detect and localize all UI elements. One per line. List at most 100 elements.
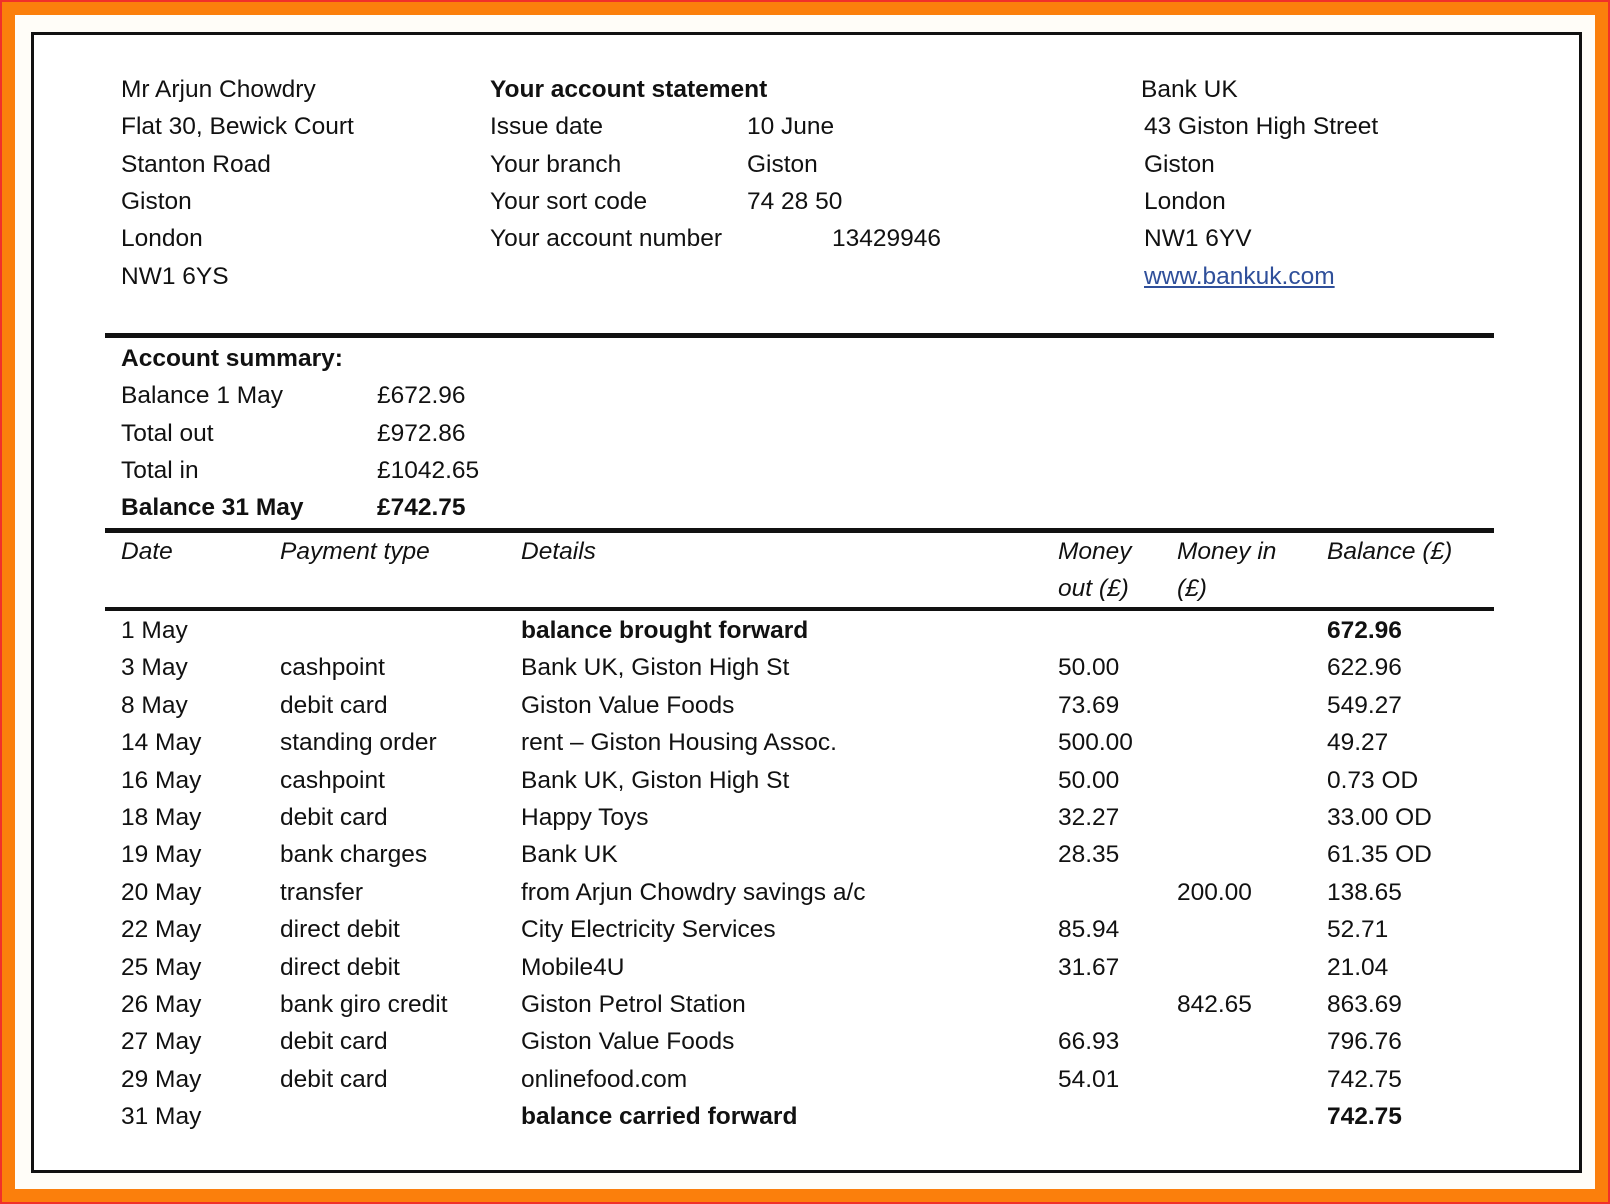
transaction-details: balance carried forward <box>521 1103 798 1131</box>
transaction-money-in: 200.00 <box>1177 878 1252 906</box>
transaction-date: 25 May <box>121 953 202 981</box>
statement-border <box>31 32 1582 1173</box>
transaction-date: 22 May <box>121 916 202 944</box>
transaction-balance: 0.73 OD <box>1327 766 1419 794</box>
column-header-details: Details <box>521 538 596 565</box>
transaction-payment-type: debit card <box>280 1065 388 1093</box>
transaction-payment-type: cashpoint <box>280 654 385 682</box>
transaction-balance: 742.75 <box>1327 1065 1402 1093</box>
summary-label: Balance 31 May <box>121 494 304 522</box>
transaction-date: 16 May <box>121 766 202 794</box>
summary-label: Balance 1 May <box>121 382 284 410</box>
customer-address-line: London <box>121 225 203 253</box>
transaction-money-out: 31.67 <box>1058 953 1120 981</box>
summary-label: Total in <box>121 456 199 484</box>
transaction-date: 26 May <box>121 991 202 1018</box>
transaction-details: City Electricity Services <box>521 916 776 944</box>
bank-address-line: London <box>1144 187 1226 215</box>
transaction-details: from Arjun Chowdry savings a/c <box>521 878 866 906</box>
transaction-balance: 49.27 <box>1327 729 1389 757</box>
transaction-money-out: 54.01 <box>1058 1065 1120 1093</box>
transaction-details: Giston Petrol Station <box>521 991 746 1018</box>
transaction-payment-type: bank giro credit <box>280 991 448 1018</box>
transaction-money-in: 842.65 <box>1177 991 1252 1018</box>
column-header-money-out: out (£) <box>1058 575 1129 603</box>
transaction-date: 1 May <box>121 617 188 644</box>
transaction-money-out: 73.69 <box>1058 691 1120 719</box>
transaction-money-out: 500.00 <box>1058 729 1133 757</box>
transaction-balance: 622.96 <box>1327 654 1402 682</box>
transaction-balance: 672.96 <box>1327 617 1402 644</box>
column-header-money-in: (£) <box>1177 575 1207 603</box>
transaction-details: Giston Value Foods <box>521 691 735 719</box>
column-header-money-out: Money <box>1058 538 1132 565</box>
column-header-money-in: Money in <box>1177 538 1277 565</box>
transaction-money-out: 32.27 <box>1058 804 1120 831</box>
bank-address-line: Giston <box>1144 150 1215 178</box>
transaction-details: onlinefood.com <box>521 1065 688 1093</box>
column-header-payment-type: Payment type <box>280 538 430 565</box>
statement-field-value: 74 28 50 <box>747 187 843 215</box>
transaction-money-out: 66.93 <box>1058 1028 1120 1056</box>
statement-field-label: Issue date <box>490 113 604 141</box>
transaction-balance: 796.76 <box>1327 1028 1402 1056</box>
bank-address-line: 43 Giston High Street <box>1144 113 1379 141</box>
summary-value: £972.86 <box>377 419 466 447</box>
transaction-balance: 21.04 <box>1327 953 1389 981</box>
summary-value: £1042.65 <box>377 456 480 484</box>
transaction-payment-type: debit card <box>280 1028 388 1056</box>
statement-field-value: Giston <box>747 150 818 178</box>
transaction-date: 31 May <box>121 1103 202 1131</box>
transaction-payment-type: bank charges <box>280 841 428 869</box>
statement-field-value: 13429946 <box>832 225 942 253</box>
bank-website-link[interactable]: www.bankuk.com <box>1144 262 1335 290</box>
transaction-balance: 52.71 <box>1327 916 1389 944</box>
transaction-date: 8 May <box>121 691 188 719</box>
transaction-payment-type: debit card <box>280 691 388 719</box>
transaction-balance: 61.35 OD <box>1327 841 1432 869</box>
transaction-date: 20 May <box>121 878 202 906</box>
transaction-details: Mobile4U <box>521 953 625 981</box>
transaction-balance: 33.00 OD <box>1327 804 1432 831</box>
transaction-money-out: 50.00 <box>1058 766 1120 794</box>
transaction-payment-type: direct debit <box>280 953 400 981</box>
transaction-details: balance brought forward <box>521 617 809 644</box>
transaction-details: Giston Value Foods <box>521 1028 735 1056</box>
transaction-date: 19 May <box>121 841 202 869</box>
account-summary-title: Account summary: <box>121 345 343 372</box>
transaction-date: 3 May <box>121 654 188 682</box>
transaction-details: rent – Giston Housing Assoc. <box>521 729 837 757</box>
customer-address-line: Flat 30, Bewick Court <box>121 113 354 141</box>
transaction-balance: 863.69 <box>1327 991 1402 1018</box>
transaction-balance: 138.65 <box>1327 878 1402 906</box>
bank-address-line: Bank UK <box>1141 76 1238 103</box>
statement-title: Your account statement <box>490 76 768 103</box>
transaction-payment-type: debit card <box>280 804 388 831</box>
transaction-money-out: 50.00 <box>1058 654 1120 682</box>
transaction-payment-type: standing order <box>280 729 437 757</box>
summary-value: £742.75 <box>377 494 466 522</box>
transaction-balance: 742.75 <box>1327 1103 1402 1131</box>
transaction-money-out: 28.35 <box>1058 841 1120 869</box>
transaction-payment-type: direct debit <box>280 916 400 944</box>
transaction-balance: 549.27 <box>1327 691 1402 719</box>
divider <box>105 528 1494 533</box>
transaction-details: Bank UK, Giston High St <box>521 654 790 682</box>
customer-address-line: NW1 6YS <box>121 262 229 290</box>
divider <box>105 607 1494 611</box>
transaction-date: 14 May <box>121 729 202 757</box>
transaction-payment-type: transfer <box>280 878 364 906</box>
statement-field-label: Your branch <box>490 150 622 178</box>
customer-address-line: Giston <box>121 187 192 215</box>
summary-label: Total out <box>121 419 214 447</box>
statement-field-value: 10 June <box>747 113 835 141</box>
transaction-date: 29 May <box>121 1065 202 1093</box>
bank-address-line: NW1 6YV <box>1144 225 1252 253</box>
transaction-details: Bank UK <box>521 841 618 869</box>
column-header-balance: Balance (£) <box>1327 538 1453 565</box>
transaction-date: 27 May <box>121 1028 202 1056</box>
customer-address-line: Mr Arjun Chowdry <box>121 76 316 103</box>
statement-field-label: Your account number <box>490 225 722 253</box>
transaction-date: 18 May <box>121 804 202 831</box>
transaction-details: Happy Toys <box>521 804 649 831</box>
